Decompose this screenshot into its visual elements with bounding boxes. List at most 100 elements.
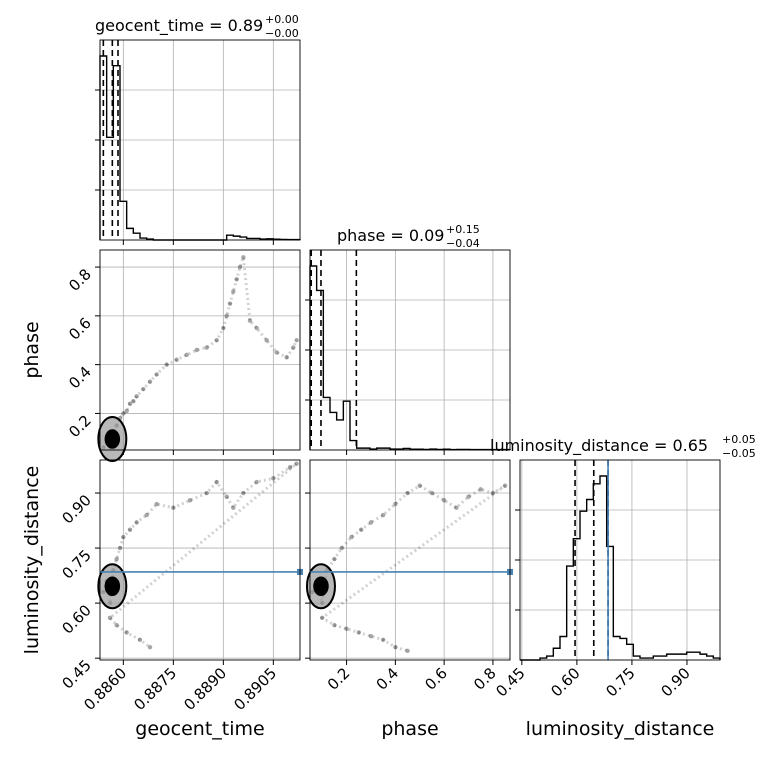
sample-point-geocent_time_vs_phase-6 bbox=[121, 411, 126, 416]
sample-point-geocent_time_vs_luminosity_distance-24 bbox=[124, 630, 129, 635]
xtick-label-phase-0: 0.2 bbox=[324, 664, 354, 694]
histogram-luminosity_distance bbox=[520, 475, 721, 661]
sample-point-phase_vs_luminosity_distance-18 bbox=[490, 490, 496, 496]
frames-layer bbox=[95, 39, 721, 665]
sample-point-geocent_time_vs_phase-9 bbox=[131, 399, 136, 404]
sample-trace-geocent_time_vs_luminosity_distance bbox=[101, 462, 298, 649]
sample-point-geocent_time_vs_luminosity_distance-26 bbox=[147, 644, 153, 650]
xtick-label-phase-1: 0.4 bbox=[373, 664, 403, 694]
sample-point-geocent_time_vs_luminosity_distance-7 bbox=[127, 527, 133, 532]
sample-point-geocent_time_vs_luminosity_distance-11 bbox=[171, 505, 176, 510]
title-geocent-time-plus: +0.00 bbox=[265, 13, 299, 26]
sample-point-geocent_time_vs_phase-16 bbox=[184, 352, 189, 358]
sample-point-geocent_time_vs_phase-21 bbox=[224, 313, 229, 319]
sample-point-phase_vs_luminosity_distance-4 bbox=[332, 556, 337, 562]
sample-point-geocent_time_vs_luminosity_distance-15 bbox=[224, 494, 229, 499]
title-luminosity-distance-plus: +0.05 bbox=[722, 433, 756, 446]
sample-point-phase_vs_luminosity_distance-15 bbox=[454, 505, 459, 510]
sample-point-geocent_time_vs_phase-15 bbox=[174, 357, 179, 362]
xlabel-luminosity-distance: luminosity_distance bbox=[526, 718, 715, 740]
xtick-label-luminosity_distance-0: 0.45 bbox=[492, 664, 528, 700]
sample-point-geocent_time_vs_luminosity_distance-25 bbox=[137, 637, 143, 643]
ytick-label-luminosity_distance-2: 0.75 bbox=[58, 546, 94, 582]
sample-point-geocent_time_vs_phase-7 bbox=[124, 408, 129, 414]
sample-point-geocent_time_vs_luminosity_distance-20 bbox=[287, 465, 293, 470]
title-geocent-time-main: geocent_time = 0.89 bbox=[95, 16, 263, 36]
sample-point-geocent_time_vs_phase-29 bbox=[264, 338, 269, 343]
sample-point-geocent_time_vs_luminosity_distance-9 bbox=[144, 512, 149, 518]
title-phase-main: phase = 0.09 bbox=[337, 226, 444, 245]
sample-point-geocent_time_vs_phase-25 bbox=[237, 264, 243, 270]
sample-point-geocent_time_vs_phase-20 bbox=[221, 325, 226, 331]
xlabel-geocent-time: geocent_time bbox=[135, 718, 264, 740]
sample-point-geocent_time_vs_phase-17 bbox=[194, 347, 199, 353]
sample-point-phase_vs_luminosity_distance-20 bbox=[319, 615, 325, 620]
sample-point-geocent_time_vs_phase-30 bbox=[274, 350, 279, 355]
sample-point-geocent_time_vs_phase-12 bbox=[147, 379, 153, 384]
sample-point-geocent_time_vs_phase-23 bbox=[231, 289, 236, 294]
title-phase: phase = 0.09 +0.15 −0.04 bbox=[337, 223, 480, 250]
sample-point-geocent_time_vs_phase-28 bbox=[254, 325, 259, 331]
sample-point-phase_vs_luminosity_distance-13 bbox=[429, 490, 435, 496]
title-luminosity-distance-main: luminosity_distance = 0.65 bbox=[490, 436, 708, 456]
panel-frame-geocent_time-luminosity_distance bbox=[99, 459, 301, 661]
sample-point-geocent_time_vs_luminosity_distance-23 bbox=[114, 622, 119, 628]
ytick-label-luminosity_distance-3: 0.90 bbox=[58, 491, 94, 527]
sample-point-geocent_time_vs_luminosity_distance-4 bbox=[114, 556, 119, 562]
xtick-label-phase-2: 0.6 bbox=[421, 664, 451, 694]
sample-point-phase_vs_luminosity_distance-16 bbox=[466, 494, 471, 499]
sample-point-geocent_time_vs_phase-14 bbox=[164, 362, 169, 367]
sample-point-phase_vs_luminosity_distance-22 bbox=[344, 626, 349, 632]
xtick-label-luminosity_distance-3: 0.90 bbox=[657, 664, 693, 700]
xtick-label-geocent_time-3: 0.8905 bbox=[230, 664, 280, 714]
panel-frame-geocent_time-phase bbox=[99, 249, 301, 451]
sample-point-geocent_time_vs_phase-8 bbox=[127, 401, 133, 406]
title-geocent-time: geocent_time = 0.89 +0.00 −0.00 bbox=[95, 13, 299, 40]
xtick-label-geocent_time-2: 0.8890 bbox=[180, 664, 230, 714]
title-luminosity-distance: luminosity_distance = 0.65 +0.05 −0.05 bbox=[490, 433, 756, 460]
xlabel-phase: phase bbox=[381, 718, 438, 740]
sample-point-phase_vs_luminosity_distance-27 bbox=[405, 648, 410, 654]
sample-point-phase_vs_luminosity_distance-21 bbox=[332, 622, 337, 628]
sample-point-geocent_time_vs_phase-13 bbox=[154, 372, 159, 377]
sample-point-phase_vs_luminosity_distance-5 bbox=[339, 545, 344, 551]
density-layer bbox=[97, 255, 508, 654]
sample-point-phase_vs_luminosity_distance-23 bbox=[356, 630, 361, 635]
ytick-label-phase-3: 0.8 bbox=[65, 265, 95, 295]
title-luminosity-distance-minus: −0.05 bbox=[722, 447, 756, 460]
ylabel-phase: phase bbox=[21, 321, 43, 378]
ytick-label-phase-2: 0.6 bbox=[65, 314, 95, 344]
sample-point-phase_vs_luminosity_distance-9 bbox=[380, 512, 386, 518]
sample-point-geocent_time_vs_phase-18 bbox=[204, 345, 209, 350]
sample-point-geocent_time_vs_luminosity_distance-22 bbox=[107, 615, 113, 620]
sample-point-phase_vs_luminosity_distance-25 bbox=[380, 637, 386, 643]
marks-layer bbox=[99, 40, 721, 661]
text-layer: geocent_time phase luminosity_distance p… bbox=[21, 13, 756, 740]
histogram-phase bbox=[309, 265, 511, 451]
sample-point-geocent_time_vs_luminosity_distance-13 bbox=[204, 490, 209, 496]
histogram-geocent_time bbox=[99, 55, 301, 241]
sample-point-phase_vs_luminosity_distance-26 bbox=[393, 644, 398, 650]
sample-point-geocent_time_vs_luminosity_distance-5 bbox=[117, 545, 123, 551]
sample-point-phase_vs_luminosity_distance-8 bbox=[368, 520, 374, 525]
sample-point-phase_vs_luminosity_distance-24 bbox=[368, 633, 374, 639]
sample-point-geocent_time_vs_luminosity_distance-19 bbox=[271, 476, 276, 481]
sample-point-geocent_time_vs_luminosity_distance-17 bbox=[241, 490, 246, 496]
ytick-label-phase-0: 0.2 bbox=[65, 412, 95, 442]
sample-point-geocent_time_vs_luminosity_distance-21 bbox=[294, 461, 299, 466]
contour-inner-geocent_time_vs_phase bbox=[104, 429, 121, 449]
sample-point-geocent_time_vs_phase-27 bbox=[247, 318, 253, 323]
sample-point-geocent_time_vs_phase-10 bbox=[134, 394, 139, 399]
panel-frame-phase-luminosity_distance bbox=[309, 459, 511, 661]
sample-point-geocent_time_vs_phase-19 bbox=[214, 338, 219, 343]
xtick-label-luminosity_distance-2: 0.75 bbox=[602, 664, 638, 700]
sample-trace-phase_vs_luminosity_distance bbox=[311, 483, 507, 653]
sample-point-geocent_time_vs_luminosity_distance-16 bbox=[231, 505, 236, 510]
sample-point-geocent_time_vs_phase-22 bbox=[227, 301, 233, 306]
sample-point-geocent_time_vs_phase-26 bbox=[241, 255, 246, 260]
grid-layer bbox=[100, 40, 720, 660]
contour-inner-geocent_time_vs_luminosity_distance bbox=[104, 576, 121, 596]
sample-point-geocent_time_vs_phase-11 bbox=[141, 386, 146, 392]
sample-trace-geocent_time_vs_phase bbox=[102, 256, 299, 449]
